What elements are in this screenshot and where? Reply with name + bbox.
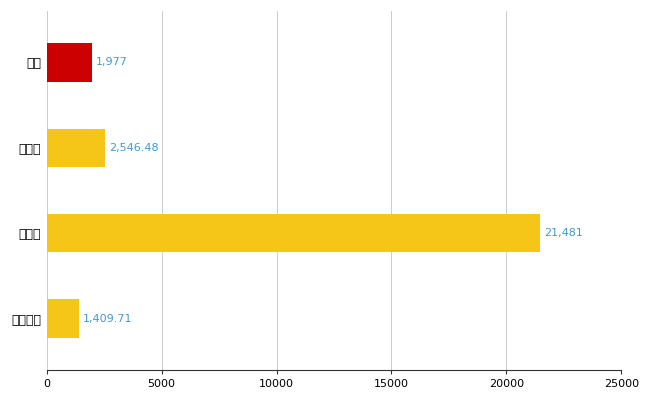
Bar (47, 299, 79, 338)
Text: 2,546.48: 2,546.48 (109, 143, 158, 153)
Text: 1,409.71: 1,409.71 (83, 314, 132, 324)
Bar (47, 43, 92, 82)
Text: 1,977: 1,977 (96, 57, 127, 67)
Bar (47, 214, 540, 252)
Text: 21,481: 21,481 (544, 228, 583, 238)
Bar (47, 128, 105, 167)
